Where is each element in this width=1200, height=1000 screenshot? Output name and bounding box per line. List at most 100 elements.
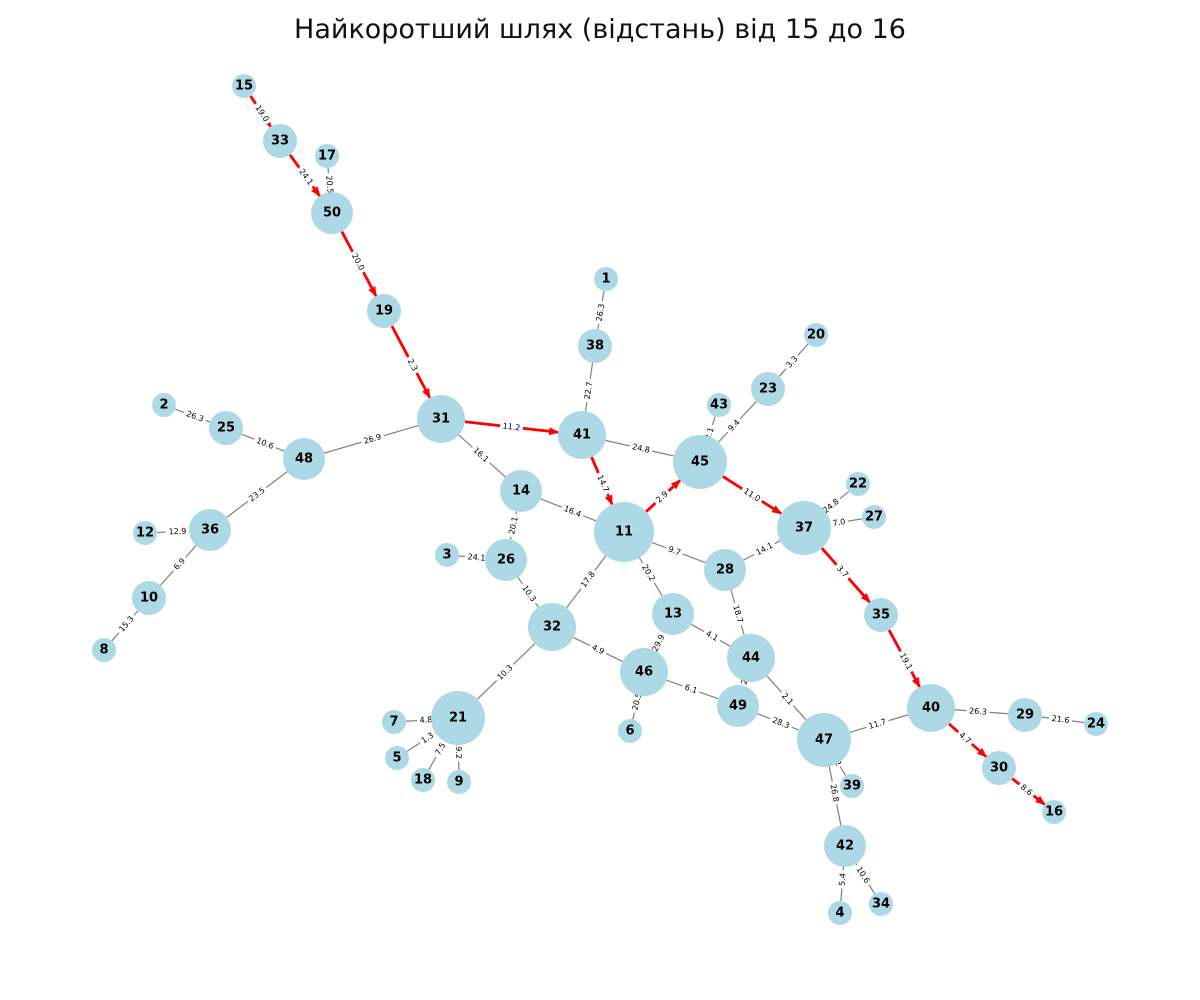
node-2: 2 — [152, 393, 176, 417]
edge-weight-background — [169, 553, 190, 575]
edge-weight-group: 12.9 — [165, 525, 190, 538]
node-label: 12 — [136, 526, 154, 541]
node-circle — [485, 539, 527, 581]
node-circle — [594, 502, 654, 562]
node-32: 32 — [528, 603, 576, 651]
edge-weight-background — [165, 525, 190, 538]
edge-weight-background — [739, 484, 765, 506]
edge-weight-background — [593, 300, 608, 325]
node-circle — [777, 501, 831, 555]
node-label: 15 — [235, 79, 253, 94]
edge-weight-background — [581, 378, 596, 403]
edge-weight-background — [115, 612, 138, 636]
node-label: 26 — [497, 553, 515, 568]
node-circle — [232, 74, 256, 98]
node-circle — [367, 294, 401, 328]
edge-weight-group: 20.1 — [506, 513, 521, 538]
node-circle — [907, 684, 955, 732]
node-label: 7 — [389, 715, 398, 730]
node-16: 16 — [1042, 800, 1066, 824]
node-circle — [152, 393, 176, 417]
edge-weight-group: 24.1 — [464, 551, 489, 564]
edge-weight-background — [464, 551, 489, 564]
edge-weight-group: 20.5 — [323, 172, 336, 197]
node-circle — [594, 267, 618, 291]
node-40: 40 — [907, 684, 955, 732]
node-circle — [727, 634, 775, 682]
edge-weight-label: 9.7 — [667, 545, 682, 558]
edge-weight-group: 20.0 — [348, 249, 368, 275]
node-43: 43 — [707, 393, 731, 417]
node-circle — [385, 746, 409, 770]
node-14: 14 — [500, 470, 542, 512]
edge-weight-background — [680, 681, 702, 697]
node-label: 25 — [217, 421, 235, 436]
node-circle — [435, 543, 459, 567]
node-label: 27 — [865, 510, 883, 525]
edge-weight-label: 12.9 — [168, 527, 186, 537]
node-circle — [133, 521, 157, 545]
node-circle — [618, 719, 642, 743]
edge-weight-background — [1048, 713, 1073, 726]
node-4: 4 — [828, 901, 852, 925]
edge-weight-group: 10.6 — [852, 862, 874, 888]
node-label: 6 — [625, 724, 634, 739]
node-circle — [189, 509, 231, 551]
node-circle — [578, 329, 612, 363]
node-label: 44 — [742, 651, 760, 666]
edge-weight-background — [852, 862, 874, 888]
node-38: 38 — [578, 329, 612, 363]
edge-weight-background — [493, 660, 517, 685]
node-34: 34 — [869, 892, 893, 916]
node-6: 6 — [618, 719, 642, 743]
node-label: 47 — [815, 733, 833, 748]
node-label: 39 — [843, 779, 861, 794]
edge-weight-group: 26.3 — [182, 407, 208, 426]
node-label: 31 — [432, 412, 450, 427]
node-circle — [1084, 712, 1108, 736]
edge-weight-background — [628, 441, 654, 456]
edge-weight-background — [782, 351, 802, 373]
node-label: 9 — [454, 775, 463, 790]
node-label: 20 — [807, 328, 825, 343]
node-10: 10 — [132, 581, 166, 615]
node-36: 36 — [189, 509, 231, 551]
edge-weight-label: 4.8 — [419, 715, 432, 725]
edge-weight-group: 10.6 — [252, 434, 278, 453]
node-26: 26 — [485, 539, 527, 581]
edge-weight-group: 17.8 — [577, 567, 599, 592]
node-label: 3 — [442, 548, 451, 563]
node-circle — [132, 581, 166, 615]
node-label: 22 — [849, 477, 867, 492]
edge-weight-group: 14.1 — [751, 539, 778, 559]
edge-weight-group: 21.6 — [1048, 713, 1073, 726]
node-24: 24 — [1084, 712, 1108, 736]
node-label: 13 — [664, 607, 682, 622]
node-circle — [411, 768, 435, 792]
edge-weight-background — [587, 641, 609, 658]
node-49: 49 — [717, 685, 759, 727]
edge-weight-background — [836, 870, 849, 889]
edge-weight-label: 20.1 — [507, 516, 520, 535]
edge-weight-group: 2.3 — [403, 354, 422, 376]
edge-weight-background — [954, 728, 976, 748]
node-circle — [704, 549, 746, 591]
edge-weight-background — [251, 101, 273, 126]
node-29: 29 — [1008, 698, 1042, 732]
node-circle — [797, 713, 851, 767]
node-3: 3 — [435, 543, 459, 567]
edge-weight-group: 24.8 — [628, 441, 654, 456]
edge-weight-label: 24.8 — [631, 442, 650, 455]
node-12: 12 — [133, 521, 157, 545]
edge-weight-background — [499, 420, 524, 434]
edge-weight-background — [348, 249, 368, 275]
edge-weight-background — [896, 649, 916, 674]
edge-weight-background — [832, 561, 853, 582]
node-circle — [92, 638, 116, 662]
node-label: 46 — [635, 665, 653, 680]
edge-weight-background — [417, 728, 438, 748]
node-circle — [558, 411, 606, 459]
edge-weight-label: 2 — [739, 678, 749, 685]
edge-weight-group: 4.9 — [587, 641, 609, 658]
